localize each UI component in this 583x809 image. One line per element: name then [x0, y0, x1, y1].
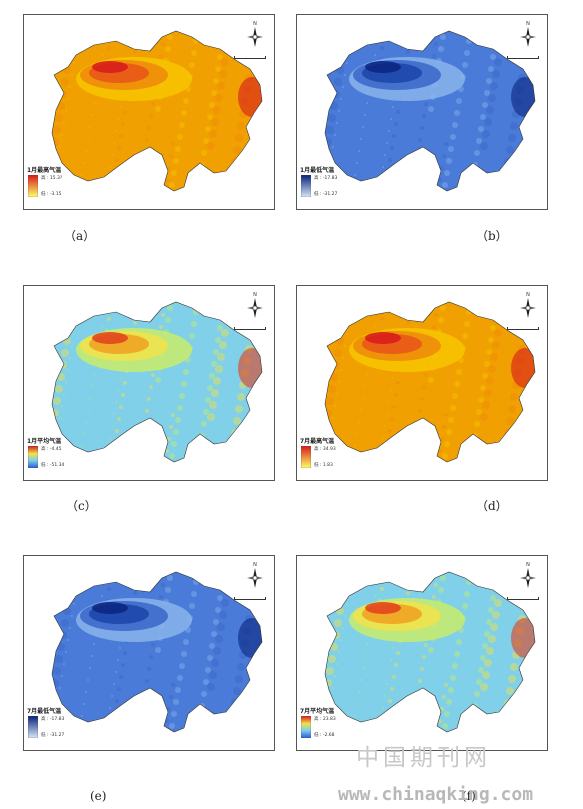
- compass-north-icon: N: [517, 290, 539, 320]
- caption-d: （d）: [476, 499, 508, 513]
- legend-f: 7月平均气温 高 : 23.83 低 : -2.68: [300, 706, 370, 744]
- qinghai-map-f: [324, 571, 536, 733]
- legend-ramp: [301, 175, 311, 197]
- legend-ramp: [301, 446, 311, 468]
- legend-title: 1月最高气温: [27, 167, 62, 174]
- legend-title: 7月最低气温: [27, 708, 62, 715]
- legend-high: 高 : -4.45: [41, 447, 62, 452]
- watermark-url: www.chinaqking.com: [338, 784, 534, 805]
- map-panel-b: N 1月最低气温 高 : -17.83 低 : -31.27: [296, 14, 548, 210]
- caption-a: （a）: [64, 229, 96, 243]
- qinghai-map-b: [324, 30, 536, 192]
- legend-ramp: [28, 446, 38, 468]
- map-panel-c: N 1月平均气温 高 : -4.45 低 : -51.34: [23, 285, 275, 481]
- legend-high: 高 : -17.83: [314, 176, 338, 181]
- legend-c: 1月平均气温 高 : -4.45 低 : -51.34: [27, 436, 97, 474]
- legend-high: 高 : 15.3?: [41, 176, 63, 181]
- map-panel-e: N 7月最低气温 高 : -17.83 低 : -31.27: [23, 555, 275, 751]
- legend-e: 7月最低气温 高 : -17.83 低 : -31.27: [27, 706, 97, 744]
- caption-c: （c）: [66, 499, 97, 513]
- map-panel-d: N 7月最高气温 高 : 34.93 低 : 1.83: [296, 285, 548, 481]
- compass-north-icon: N: [517, 560, 539, 590]
- caption-f: (f): [462, 789, 476, 803]
- map-panel-a: N 1月最高气温 高 : 15.3? 低 : -3.15: [23, 14, 275, 210]
- legend-low: 低 : -31.27: [41, 733, 65, 738]
- caption-e: (e): [90, 789, 107, 803]
- legend-d: 7月最高气温 高 : 34.93 低 : 1.83: [300, 436, 370, 474]
- legend-low: 低 : -2.68: [314, 733, 335, 738]
- legend-b: 1月最低气温 高 : -17.83 低 : -31.27: [300, 165, 370, 203]
- legend-a: 1月最高气温 高 : 15.3? 低 : -3.15: [27, 165, 97, 203]
- scale-bar: [507, 592, 541, 602]
- scale-bar: [234, 322, 268, 332]
- svg-text:N: N: [526, 21, 530, 27]
- svg-text:N: N: [253, 292, 257, 298]
- legend-title: 7月平均气温: [300, 708, 335, 715]
- caption-b: （b）: [476, 229, 508, 243]
- qinghai-map-d: [324, 301, 536, 463]
- qinghai-map-c: [51, 301, 263, 463]
- legend-low: 低 : -3.15: [41, 192, 62, 197]
- legend-low: 低 : -51.34: [41, 463, 65, 468]
- compass-north-icon: N: [517, 19, 539, 49]
- svg-text:N: N: [253, 21, 257, 27]
- legend-ramp: [301, 716, 311, 738]
- svg-text:N: N: [253, 562, 257, 568]
- scale-bar: [507, 51, 541, 61]
- legend-high: 高 : 34.93: [314, 447, 336, 452]
- legend-title: 7月最高气温: [300, 438, 335, 445]
- scale-bar: [234, 592, 268, 602]
- qinghai-map-a: [51, 30, 263, 192]
- watermark-cn: 中国期刊网: [356, 745, 491, 771]
- scale-bar: [234, 51, 268, 61]
- compass-north-icon: N: [244, 560, 266, 590]
- compass-north-icon: N: [244, 290, 266, 320]
- map-panel-f: N 7月平均气温 高 : 23.83 低 : -2.68: [296, 555, 548, 751]
- legend-low: 低 : 1.83: [314, 463, 333, 468]
- legend-low: 低 : -31.27: [314, 192, 338, 197]
- legend-ramp: [28, 175, 38, 197]
- compass-north-icon: N: [244, 19, 266, 49]
- qinghai-map-e: [51, 571, 263, 733]
- legend-title: 1月平均气温: [27, 438, 62, 445]
- scale-bar: [507, 322, 541, 332]
- svg-text:N: N: [526, 292, 530, 298]
- legend-high: 高 : 23.83: [314, 717, 336, 722]
- legend-high: 高 : -17.83: [41, 717, 65, 722]
- legend-title: 1月最低气温: [300, 167, 335, 174]
- svg-text:N: N: [526, 562, 530, 568]
- legend-ramp: [28, 716, 38, 738]
